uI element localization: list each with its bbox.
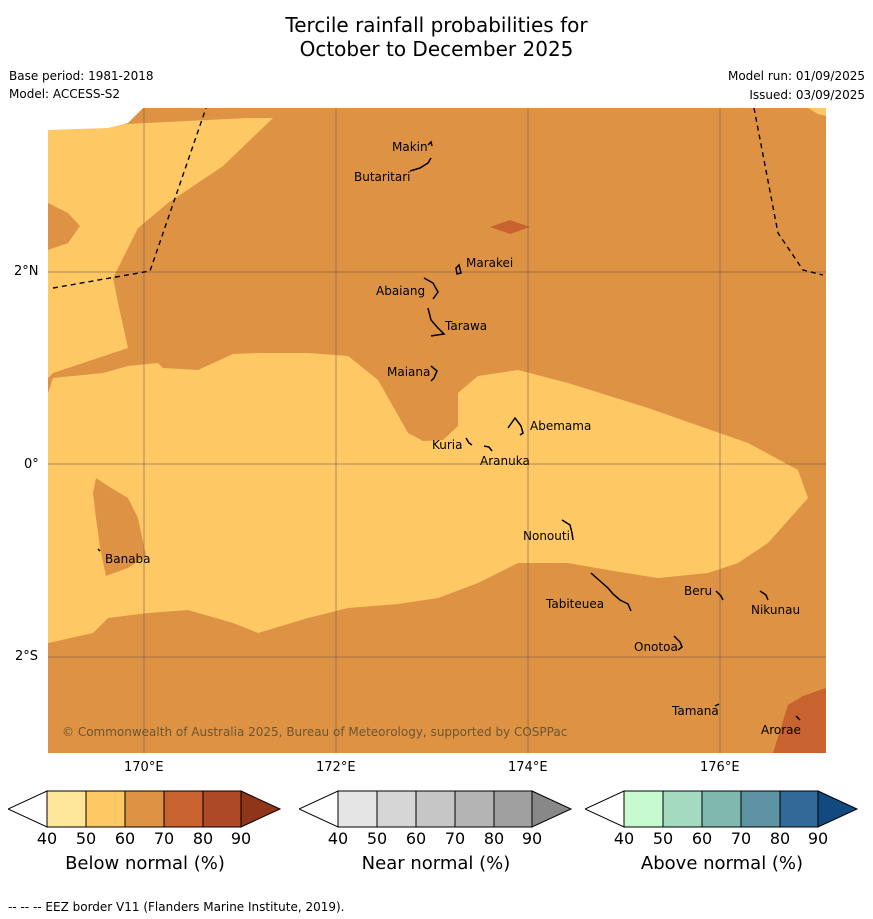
island-abemama — [507, 416, 524, 436]
colorbar-below-tick-70: 70 — [153, 829, 175, 848]
label-butaritari: Butaritari — [354, 170, 411, 184]
colorbar-above-tick-60: 60 — [691, 829, 713, 848]
colorbar-near-tick-50: 50 — [366, 829, 388, 848]
map-gridlines — [48, 108, 826, 753]
eez-footnote: -- -- -- EEZ border V11 (Flanders Marine… — [8, 900, 345, 914]
label-beru: Beru — [684, 584, 712, 598]
colorbar-near-tick-80: 80 — [483, 829, 505, 848]
colorbar-below-tick-40: 40 — [36, 829, 58, 848]
label-aranuka: Aranuka — [480, 454, 530, 468]
model-run-date: Model run: 01/09/2025 — [727, 69, 865, 83]
colorbar-below-normal — [8, 790, 282, 828]
lon-tick-174e: 174°E — [508, 760, 548, 775]
issued-date: Issued: 03/09/2025 — [749, 88, 865, 102]
colorbar-below-label: Below normal (%) — [65, 853, 225, 874]
colorbar-above-tick-80: 80 — [769, 829, 791, 848]
label-tarawa: Tarawa — [444, 319, 487, 333]
map-title-line2: October to December 2025 — [299, 37, 574, 61]
lat-tick-2s: 2°S — [15, 649, 39, 664]
model-name: Model: ACCESS-S2 — [9, 87, 121, 101]
label-banaba: Banaba — [105, 552, 151, 566]
lon-tick-176e: 176°E — [700, 760, 740, 775]
lon-tick-172e: 172°E — [316, 760, 356, 775]
region-below-70-80-north — [490, 220, 530, 234]
label-marakei: Marakei — [466, 256, 513, 270]
colorbar-above-label: Above normal (%) — [640, 853, 804, 874]
map-no-data-region — [48, 108, 143, 130]
region-below-50-60-northwest — [48, 118, 273, 378]
island-outlines — [97, 140, 801, 721]
label-nonouti: Nonouti — [523, 529, 570, 543]
island-banaba — [97, 548, 101, 552]
label-abaiang: Abaiang — [376, 284, 425, 298]
label-kuria: Kuria — [432, 438, 463, 452]
island-aranuka — [483, 445, 493, 452]
colorbar-near-label: Near normal (%) — [361, 853, 511, 874]
island-beru — [715, 590, 724, 601]
label-arorae: Arorae — [761, 723, 801, 737]
map-title-line1: Tercile rainfall probabilities for — [285, 13, 588, 37]
colorbar-near-normal — [299, 790, 573, 828]
eez-border — [52, 108, 824, 289]
colorbar-near-tick-60: 60 — [405, 829, 427, 848]
rainfall-probability-map: Makin Butaritari Marakei Abaiang Tarawa … — [48, 108, 826, 753]
colorbar-above-normal — [585, 790, 859, 828]
island-tamana — [714, 703, 720, 707]
label-abemama: Abemama — [530, 419, 591, 433]
region-below-50-60-northeast — [808, 108, 826, 116]
label-makin: Makin — [392, 140, 428, 154]
colorbar-above-tick-70: 70 — [730, 829, 752, 848]
colorbar-below-tick-90: 90 — [230, 829, 252, 848]
island-arorae — [795, 715, 801, 721]
region-below-60-70-banaba — [93, 478, 146, 576]
place-labels: Makin Butaritari Marakei Abaiang Tarawa … — [105, 140, 801, 737]
lat-tick-2n: 2°N — [14, 264, 39, 279]
colorbar-below-tick-80: 80 — [192, 829, 214, 848]
lat-tick-0: 0° — [24, 457, 39, 472]
colorbar-near-tick-40: 40 — [327, 829, 349, 848]
island-makin — [427, 140, 433, 147]
region-below-50-60-central — [48, 353, 808, 643]
island-butaritari — [409, 157, 432, 172]
colorbar-above-tick-50: 50 — [652, 829, 674, 848]
colorbar-near-tick-90: 90 — [521, 829, 543, 848]
island-abaiang — [423, 277, 439, 300]
lon-tick-170e: 170°E — [124, 760, 164, 775]
colorbar-above-tick-40: 40 — [613, 829, 635, 848]
label-nikunau: Nikunau — [751, 603, 800, 617]
colorbar-below-tick-60: 60 — [114, 829, 136, 848]
colorbar-above-tick-90: 90 — [807, 829, 829, 848]
island-maiana — [430, 365, 438, 382]
base-period: Base period: 1981-2018 — [9, 69, 154, 83]
region-below-60-70-west-wedge — [48, 203, 80, 250]
colorbar-near-tick-70: 70 — [444, 829, 466, 848]
label-maiana: Maiana — [387, 365, 430, 379]
copyright-notice: © Commonwealth of Australia 2025, Bureau… — [62, 725, 567, 739]
island-nikunau — [759, 590, 769, 601]
island-kuria — [465, 437, 473, 446]
island-marakei — [455, 263, 462, 275]
island-tabiteuea — [590, 572, 632, 612]
label-onotoa: Onotoa — [634, 640, 678, 654]
label-tamana: Tamana — [671, 704, 719, 718]
island-nonouti — [561, 519, 574, 541]
island-onotoa — [673, 635, 683, 651]
colorbar-below-tick-50: 50 — [75, 829, 97, 848]
label-tabiteuea: Tabiteuea — [545, 597, 604, 611]
island-tarawa — [427, 307, 446, 337]
